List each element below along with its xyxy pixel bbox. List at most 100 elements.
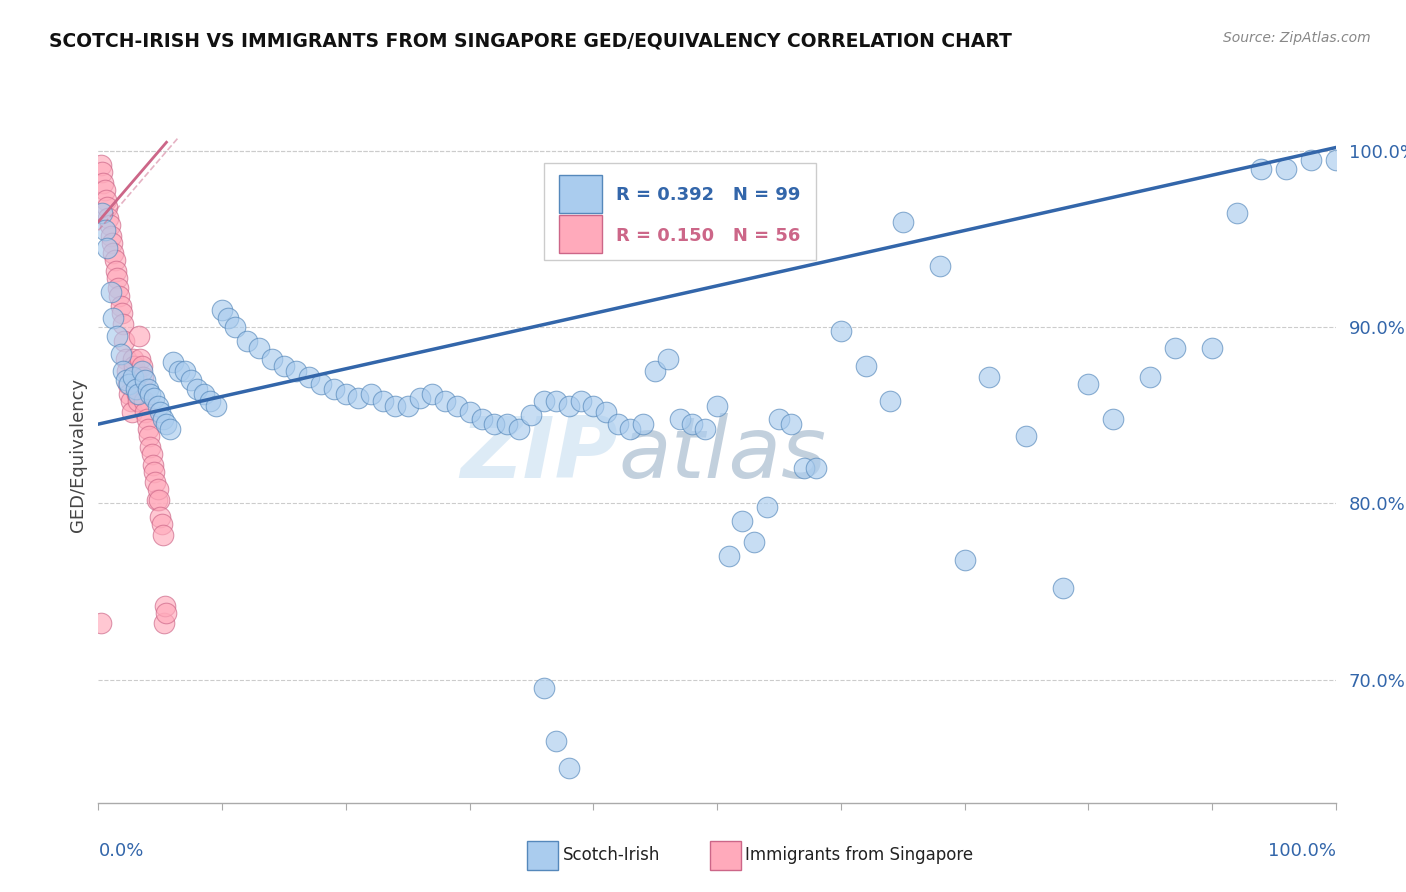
Point — [186, 382, 208, 396]
Point — [384, 400, 406, 414]
Point — [143, 475, 166, 490]
Point — [152, 412, 174, 426]
Point — [1164, 342, 1187, 356]
Point — [112, 317, 135, 331]
Point — [91, 165, 114, 179]
Point — [122, 369, 145, 384]
Point — [100, 285, 122, 299]
Point — [285, 364, 308, 378]
Point — [830, 324, 852, 338]
Point — [142, 458, 165, 472]
Point — [335, 387, 357, 401]
Point — [681, 417, 703, 431]
Point — [146, 400, 169, 414]
Point — [124, 359, 146, 373]
Point — [143, 391, 166, 405]
Point — [101, 235, 124, 250]
Point — [152, 528, 174, 542]
Point — [162, 355, 184, 369]
Point — [110, 346, 132, 360]
Point — [136, 422, 159, 436]
Point — [979, 369, 1001, 384]
Point — [148, 492, 170, 507]
Point — [731, 514, 754, 528]
Point — [122, 351, 145, 366]
Point — [217, 311, 239, 326]
Point — [484, 417, 506, 431]
Point — [135, 412, 157, 426]
Point — [557, 400, 579, 414]
Point — [193, 387, 215, 401]
Point — [742, 535, 765, 549]
Text: ZIP: ZIP — [460, 413, 619, 497]
Point — [569, 394, 592, 409]
Point — [127, 387, 149, 401]
Point — [167, 364, 190, 378]
Point — [471, 412, 494, 426]
Text: atlas: atlas — [619, 413, 827, 497]
Point — [139, 387, 162, 401]
Text: Source: ZipAtlas.com: Source: ZipAtlas.com — [1223, 31, 1371, 45]
Text: R = 0.150   N = 56: R = 0.150 N = 56 — [616, 227, 800, 245]
Point — [780, 417, 803, 431]
Point — [1201, 342, 1223, 356]
Point — [145, 492, 167, 507]
Point — [120, 394, 142, 409]
Point — [124, 369, 146, 384]
Point — [93, 223, 115, 237]
Point — [755, 500, 778, 514]
Point — [103, 253, 125, 268]
Point — [508, 422, 530, 436]
Point — [110, 299, 132, 313]
Point — [114, 351, 136, 366]
Point — [94, 194, 117, 208]
Point — [132, 369, 155, 384]
Point — [96, 241, 118, 255]
Point — [260, 351, 283, 366]
Point — [134, 373, 156, 387]
Point — [347, 391, 370, 405]
Point — [104, 264, 127, 278]
Point — [134, 394, 156, 409]
Point — [533, 681, 555, 696]
Point — [143, 465, 166, 479]
Point — [93, 183, 115, 197]
Point — [693, 422, 716, 436]
Point — [768, 412, 790, 426]
Point — [205, 400, 228, 414]
Point — [533, 394, 555, 409]
Point — [146, 483, 169, 497]
Point — [118, 376, 141, 391]
Point — [139, 440, 162, 454]
Point — [644, 364, 666, 378]
Point — [928, 259, 950, 273]
Point — [107, 281, 129, 295]
Point — [706, 400, 728, 414]
Point — [153, 616, 176, 631]
Point — [546, 734, 568, 748]
Point — [236, 334, 259, 349]
Point — [115, 364, 138, 378]
Point — [180, 373, 202, 387]
Point — [891, 214, 914, 228]
Point — [105, 329, 128, 343]
Point — [90, 158, 112, 172]
FancyBboxPatch shape — [558, 215, 602, 253]
Y-axis label: GED/Equivalency: GED/Equivalency — [69, 378, 87, 532]
Point — [124, 382, 146, 396]
Point — [114, 373, 136, 387]
Point — [595, 405, 617, 419]
Point — [1015, 429, 1038, 443]
Point — [149, 405, 172, 419]
Point — [247, 342, 270, 356]
Point — [1299, 153, 1322, 167]
Point — [607, 417, 630, 431]
Point — [155, 606, 177, 620]
Point — [131, 364, 153, 378]
Text: SCOTCH-IRISH VS IMMIGRANTS FROM SINGAPORE GED/EQUIVALENCY CORRELATION CHART: SCOTCH-IRISH VS IMMIGRANTS FROM SINGAPOR… — [49, 31, 1012, 50]
Point — [159, 422, 181, 436]
Text: R = 0.392   N = 99: R = 0.392 N = 99 — [616, 186, 800, 204]
Point — [112, 364, 135, 378]
Point — [1226, 205, 1249, 219]
Point — [141, 447, 163, 461]
